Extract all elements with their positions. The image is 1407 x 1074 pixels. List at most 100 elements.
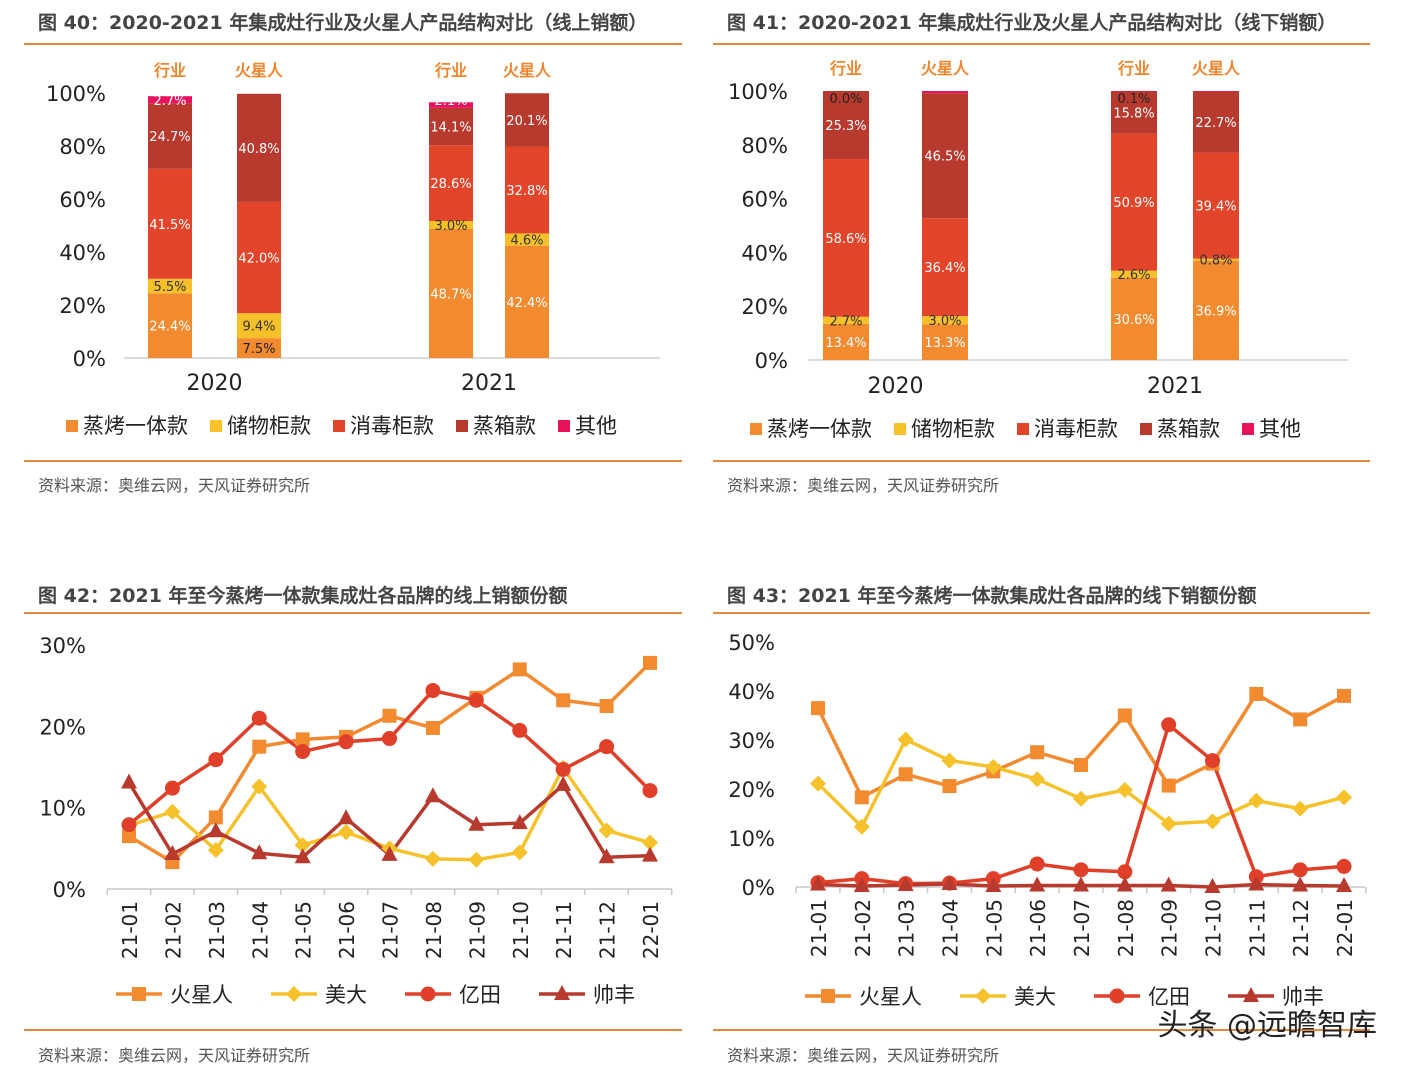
legend-swatch (558, 420, 570, 432)
data-point-marssenger (1161, 778, 1176, 793)
bar-category-label: 行业 (829, 59, 862, 78)
legend-swatch (750, 423, 762, 435)
data-point-marssenger (1030, 745, 1045, 760)
data-point-yitian (1161, 717, 1177, 733)
data-point-yitian (1292, 862, 1308, 878)
data-point-midea (468, 851, 485, 868)
bar-segment-other (148, 96, 192, 104)
x-tick-label: 21-11 (552, 901, 576, 959)
data-point-midea (1116, 781, 1133, 798)
legend-swatch (1140, 423, 1152, 435)
source-note: 资料来源：奥维云网，天风证券研究所 (38, 1046, 311, 1065)
data-label: 15.8% (1113, 107, 1154, 122)
x-group-label: 2021 (1147, 374, 1203, 399)
x-tick-label: 22-01 (1333, 899, 1357, 957)
data-label: 20.1% (506, 114, 547, 129)
x-tick-label: 21-03 (895, 899, 919, 957)
data-point-shuaifeng (207, 822, 224, 838)
data-point-midea (1029, 771, 1046, 788)
chart-panel-43: 图 43：2021 年至今蒸烤一体款集成灶各品牌的线下销额份额 0% 10% 20%… (713, 578, 1370, 1074)
data-point-midea (897, 731, 914, 748)
data-label: 30.6% (1113, 313, 1154, 328)
legend-swatch (1242, 423, 1254, 435)
legend-label: 其他 (575, 414, 617, 438)
bar-segment-sterilizer (922, 218, 968, 317)
data-point-yitian (295, 744, 311, 760)
data-point-midea (164, 803, 181, 820)
data-point-yitian (1205, 753, 1220, 769)
y-tick-label: 20% (59, 294, 106, 318)
data-point-midea (810, 775, 826, 792)
data-point-shuaifeng (853, 877, 870, 893)
legend-label: 储物柜款 (911, 417, 995, 441)
data-point-yitian (121, 817, 137, 833)
x-tick-label: 21-08 (422, 901, 446, 959)
data-label: 2.7% (829, 314, 862, 329)
x-tick-label: 22-01 (639, 901, 663, 959)
legend-marker (420, 986, 436, 1002)
bar-segment-other (1193, 91, 1239, 92)
chart-title: 图 42：2021 年至今蒸烤一体款集成灶各品牌的线上销额份额 (38, 585, 568, 607)
data-label: 3.0% (928, 314, 961, 329)
x-tick-label: 21-05 (292, 901, 316, 959)
data-point-shuaifeng (555, 775, 572, 791)
data-label: 13.3% (924, 336, 965, 351)
data-point-marssenger (295, 732, 310, 747)
bar-segment-other (429, 102, 473, 108)
data-point-marssenger (643, 655, 657, 670)
legend-swatch (894, 423, 906, 435)
footer-divider (713, 460, 1370, 462)
bar-segment-sterilizer (1111, 133, 1157, 271)
y-tick-label: 0% (73, 347, 106, 371)
bar-segment-sterilizer (1193, 152, 1239, 259)
y-tick-label: 30% (39, 634, 86, 658)
data-point-marssenger (556, 693, 571, 708)
bar-segment-steam-box (429, 107, 473, 146)
bar-category-label: 行业 (434, 61, 467, 80)
data-point-shuaifeng (1336, 877, 1352, 893)
legend-label: 蒸烤一体款 (767, 417, 872, 441)
data-point-marssenger (382, 708, 397, 723)
data-point-shuaifeng (1160, 876, 1177, 892)
footer-divider (24, 460, 682, 462)
data-point-shuaifeng (251, 844, 268, 860)
bar-segment-steam-box (922, 93, 968, 219)
chart-title: 图 41：2020-2021 年集成灶行业及火星人产品结构对比（线下销额） (727, 12, 1337, 34)
data-point-marssenger (942, 779, 957, 794)
y-tick-label: 80% (59, 135, 106, 159)
source-note: 资料来源：奥维云网，天风证券研究所 (38, 476, 311, 495)
title-divider (24, 612, 682, 614)
bar-segment-steam-box (148, 103, 192, 169)
y-tick-label: 40% (741, 241, 788, 265)
data-point-yitian (1117, 864, 1133, 880)
x-tick-label: 21-09 (465, 901, 489, 959)
title-divider (713, 43, 1370, 45)
bar-category-label: 火星人 (503, 61, 552, 80)
data-point-midea (424, 850, 441, 867)
bar-category-label: 行业 (1117, 59, 1150, 78)
data-point-midea (941, 752, 958, 769)
bar-segment-steam-oven (1111, 277, 1157, 360)
data-point-shuaifeng (1292, 876, 1309, 892)
legend-label: 美大 (325, 983, 367, 1007)
bar-segment-sterilizer (148, 168, 192, 279)
legend-swatch (333, 420, 345, 432)
bar-segment-steam-box (1193, 91, 1239, 153)
legend-marker (554, 985, 570, 1000)
data-label: 24.4% (149, 320, 190, 335)
bar-segment-storage (1111, 270, 1157, 278)
data-point-marssenger (252, 739, 267, 754)
title-divider (24, 43, 682, 45)
x-tick-label: 21-10 (1202, 899, 1226, 957)
bar-segment-steam-box (1111, 91, 1157, 134)
bar-segment-storage (505, 233, 549, 246)
data-label: 36.4% (924, 261, 965, 276)
data-label: 24.7% (149, 130, 190, 145)
y-tick-label: 80% (741, 134, 788, 158)
chart-title: 图 43：2021 年至今蒸烤一体款集成灶各品牌的线下销额份额 (727, 585, 1257, 607)
x-tick-label: 21-04 (248, 901, 272, 959)
y-tick-label: 60% (741, 188, 788, 212)
x-tick-label: 21-08 (1114, 899, 1138, 957)
chart-panel-40: 图 40：2020-2021 年集成灶行业及火星人产品结构对比（线上销额） 0%… (24, 0, 682, 500)
data-point-marssenger (1337, 688, 1351, 703)
